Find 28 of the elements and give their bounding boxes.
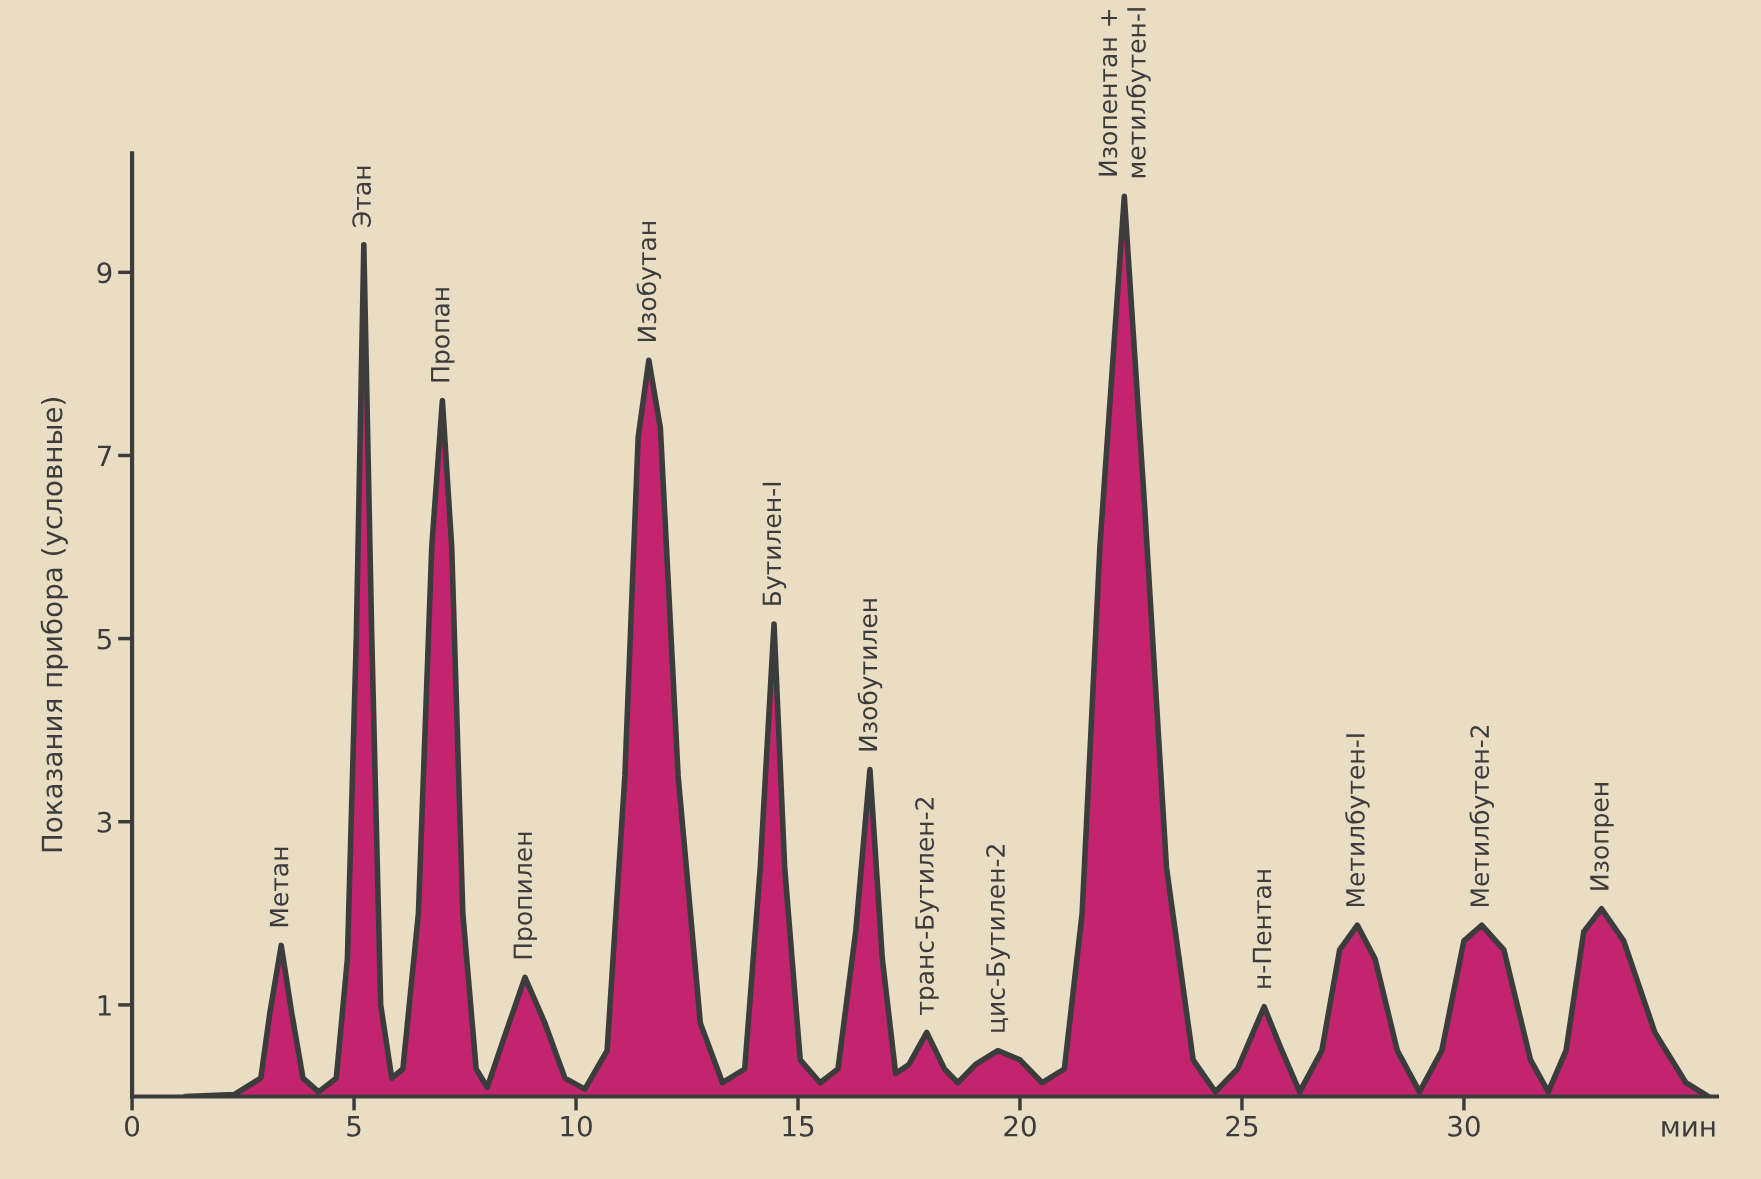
annotation: Пропан [431, 288, 455, 382]
y-tick-label: 5 [97, 628, 111, 650]
y-tick-label: 9 [97, 262, 112, 284]
annotation: Изопрен [1590, 783, 1614, 890]
annotation: транс-Бутилен-2 [915, 797, 939, 1015]
annotation: Этан [352, 166, 372, 227]
annotation: Метилбутен-2 [1469, 725, 1494, 907]
y-tick-label: 3 [97, 811, 112, 833]
y-tick-label: 7 [97, 445, 111, 467]
x-tick-label: 5 [347, 1116, 361, 1137]
annotation: Бутилен-I [762, 482, 787, 605]
x-tick-label: 0 [125, 1115, 140, 1137]
annotation: Метилбутен-I [1345, 734, 1370, 907]
x-tick-label: 10 [561, 1115, 592, 1137]
x-tick-label: 15 [783, 1116, 814, 1137]
annotation: н-Пентан [1252, 870, 1272, 988]
y-tick-label: 1 [98, 995, 111, 1016]
annotation: Пропилен [513, 832, 538, 959]
annotation: цис-Бутилен-2 [986, 845, 1010, 1032]
x-axis-title: мин [1662, 1121, 1715, 1137]
y-axis-title: Показания прибора (условные) [40, 398, 68, 852]
annotation: Изобутилен [857, 599, 883, 751]
x-tick-label: 30 [1448, 1115, 1480, 1137]
annotation: Метан [269, 847, 289, 927]
annotation: Изобутан [636, 222, 662, 342]
x-tick-label: 20 [1004, 1115, 1036, 1137]
x-tick-label: 25 [1226, 1115, 1258, 1137]
annotation: Изопентан + метилбутен-I [1098, 8, 1151, 178]
